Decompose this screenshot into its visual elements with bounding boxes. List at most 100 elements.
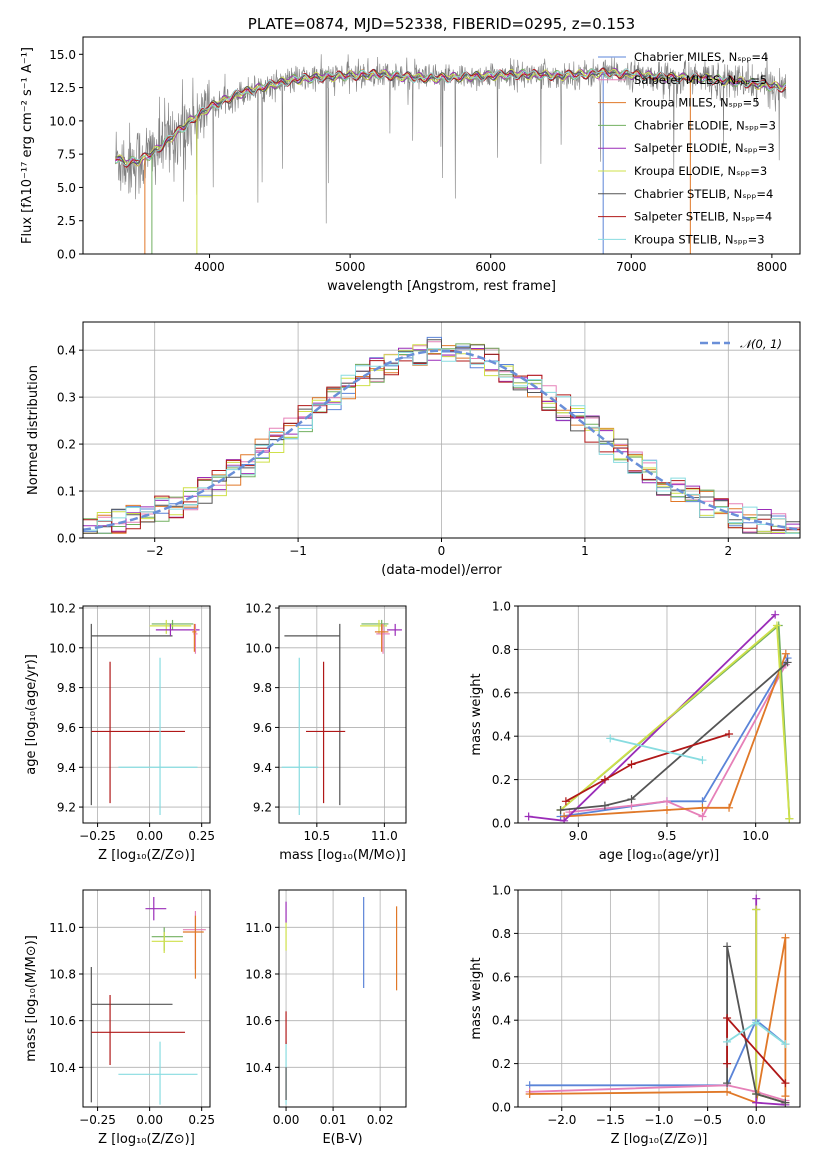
x-axis-label: mass [log₁₀(M/M⊙)]	[279, 848, 406, 863]
weight-point-kroupa_elodie	[752, 905, 761, 914]
weight-point-salpeter_elodie	[752, 894, 761, 903]
y-tick-label: 9.8	[57, 681, 76, 695]
weight-point-salpeter_stelib	[561, 797, 570, 806]
weight-point-salpeter_miles	[698, 812, 707, 821]
weight-line-chabrier_miles	[529, 1018, 786, 1087]
weight-line-kroupa_stelib	[609, 737, 703, 761]
model-line-salpeter_elodie	[115, 67, 786, 167]
y-tick-label: 0.0	[57, 532, 76, 546]
x-tick-label: 5000	[335, 260, 366, 274]
x-tick-label: 4000	[194, 260, 225, 274]
x-axis-label: (data-model)/error	[381, 563, 502, 578]
y-tick-label: 0.0	[492, 817, 511, 831]
y-tick-label: 9.2	[253, 801, 272, 815]
y-tick-label: 10.2	[245, 601, 272, 615]
y-tick-label: 10.4	[245, 1061, 272, 1075]
y-axis-label: mass weight	[469, 957, 484, 1039]
y-tick-label: 1.0	[492, 884, 511, 898]
x-axis-label: E(B-V)	[322, 1132, 362, 1147]
spectrum-panel: 4000 5000 6000 7000 8000 0.0 2.5 5.0 7.5 10.0 12.5…	[20, 15, 801, 294]
weight-point-salpeter_elodie	[752, 1098, 761, 1107]
plot-area	[525, 894, 790, 1107]
legend-entry: Chabrier STELIB, Nₛₚₚ=4	[634, 187, 773, 201]
legend-entry: Salpeter STELIB, Nₛₚₚ=4	[634, 210, 772, 224]
y-tick-label: 0.4	[492, 730, 511, 744]
plot-area	[281, 619, 402, 816]
y-tick-label: 10.6	[49, 1014, 76, 1028]
x-tick-label: 0.00	[136, 1113, 163, 1127]
x-axis-label: Z [log₁₀(Z/Z⊙)]	[98, 848, 195, 863]
model-line-chabrier_elodie	[115, 68, 786, 164]
weight-point-salpeter_elodie	[560, 816, 569, 823]
x-tick-label: 9.0	[569, 829, 588, 843]
x-tick-label: 0	[438, 544, 446, 558]
y-tick-label: 0.2	[57, 438, 76, 452]
axes-frame	[278, 605, 407, 824]
y-tick-label: 10.0	[49, 641, 76, 655]
y-tick-label: 10.6	[245, 1014, 272, 1028]
weight-point-salpeter_stelib	[723, 1014, 732, 1023]
y-axis-label: mass weight	[469, 673, 484, 755]
y-tick-label: 7.5	[57, 148, 76, 162]
x-tick-label: −0.5	[693, 1113, 722, 1127]
x-tick-label: 7000	[616, 260, 647, 274]
y-tick-label: 0.0	[492, 1101, 511, 1115]
weight-point-salpeter_stelib	[723, 1059, 732, 1068]
weight-point-salpeter_stelib	[600, 775, 609, 784]
y-tick-label: 0.4	[492, 1014, 511, 1028]
y-tick-label: 0.4	[57, 344, 76, 358]
weight-point-kroupa_miles	[725, 803, 734, 812]
y-tick-label: 11.0	[245, 921, 272, 935]
mass-vs-reddening-panel: 0.00 0.01 0.02 10.4 10.6 10.8 11.0 E(B-V)	[245, 889, 407, 1147]
age-vs-metallicity-panel: −0.25 0.00 0.25 9.2 9.4 9.6 9.8 10.0 10.2 Z [log₁…	[24, 601, 215, 863]
weight-point-chabrier_stelib	[600, 801, 609, 810]
x-tick-label: 6000	[475, 260, 506, 274]
model-line-chabrier_stelib	[115, 67, 786, 167]
model-line-kroupa_stelib	[115, 68, 787, 167]
x-tick-label: 0.01	[320, 1113, 347, 1127]
weight-line-chabrier_miles	[560, 657, 789, 818]
legend-entry: Chabrier ELODIE, Nₛₚₚ=3	[634, 118, 776, 132]
weight-line-chabrier_stelib	[560, 661, 789, 811]
weight-line-salpeter_elodie	[528, 614, 776, 822]
y-axis-label: Normed distribution	[26, 365, 41, 495]
x-tick-label: −1.0	[644, 1113, 673, 1127]
x-tick-label: 9.5	[657, 829, 676, 843]
axes-frame	[82, 605, 211, 824]
y-tick-label: 0.3	[57, 391, 76, 405]
x-axis-label: Z [log₁₀(Z/Z⊙)]	[98, 1132, 195, 1147]
axes-frame	[517, 889, 801, 1108]
weight-point-kroupa_stelib	[752, 1018, 761, 1027]
x-tick-label: 10.0	[742, 829, 769, 843]
weight-vs-metallicity-panel: −2.0 −1.5 −1.0 −0.5 0.0 0.0 0.2 0.4 0.6 0.8 1.0 Z […	[469, 884, 801, 1147]
weight-point-salpeter_elodie	[524, 812, 533, 821]
y-tick-label: 10.0	[49, 114, 76, 128]
x-tick-label: 0.00	[136, 829, 163, 843]
legend-entry: Salpeter ELODIE, Nₛₚₚ=3	[634, 141, 775, 155]
legend-entry: Kroupa ELODIE, Nₛₚₚ=3	[634, 164, 767, 178]
y-tick-label: 0.8	[492, 643, 511, 657]
y-tick-label: 9.6	[57, 721, 76, 735]
y-tick-label: 9.2	[57, 801, 76, 815]
x-axis-label: age [log₁₀(age/yr)]	[599, 848, 720, 863]
plot-area	[115, 54, 787, 254]
x-tick-label: −1.5	[596, 1113, 625, 1127]
y-tick-label: 0.6	[492, 686, 511, 700]
y-tick-label: 9.4	[253, 761, 272, 775]
y-tick-label: 9.8	[253, 681, 272, 695]
y-tick-label: 0.6	[492, 970, 511, 984]
weight-point-chabrier_stelib	[781, 1098, 790, 1107]
x-tick-label: 8000	[757, 260, 788, 274]
x-tick-label: −1	[289, 544, 307, 558]
y-tick-label: 0.2	[492, 773, 511, 787]
legend-entry: Chabrier MILES, Nₛₚₚ=4	[634, 50, 768, 64]
weight-point-kroupa_elodie	[772, 621, 781, 630]
axes-frame	[82, 36, 801, 255]
legend: 𝒩(0, 1)	[700, 337, 782, 351]
legend-entry: Salpeter MILES, Nₛₚₚ=5	[634, 73, 767, 87]
weight-point-chabrier_stelib	[723, 1079, 732, 1088]
y-tick-label: 10.8	[245, 968, 272, 982]
x-tick-label: 1	[581, 544, 589, 558]
weight-point-kroupa_elodie	[785, 814, 794, 823]
x-tick-label: 0.02	[367, 1113, 394, 1127]
